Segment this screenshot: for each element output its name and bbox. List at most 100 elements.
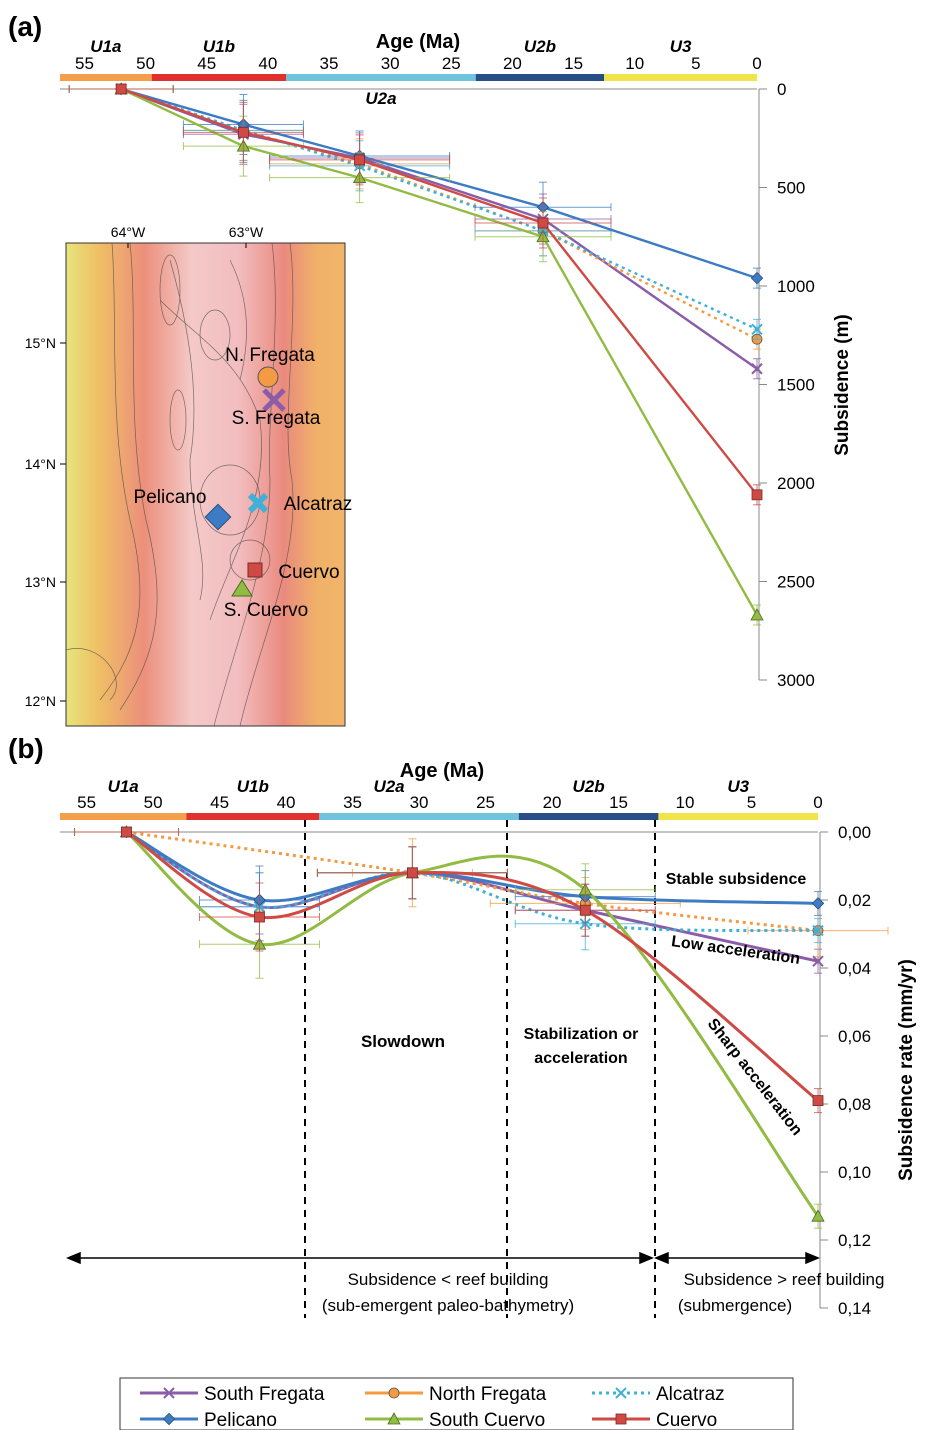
y-tick-label: 2500 — [777, 573, 815, 592]
panel-a-xlabel: Age (Ma) — [376, 31, 460, 53]
series-line — [125, 830, 820, 1218]
data-point — [121, 826, 132, 838]
y-tick-label: 0,06 — [838, 1027, 871, 1046]
unit-label: U1a — [108, 777, 139, 796]
x-tick-label: 30 — [381, 54, 400, 73]
unit-label: U2a — [373, 777, 404, 796]
unit-segment — [186, 813, 320, 820]
x-tick-label: 25 — [476, 793, 495, 812]
panel-b-xlabel: Age (Ma) — [400, 760, 484, 782]
site-s-cuervo-label: S. Cuervo — [224, 600, 308, 621]
x-tick-label: 40 — [277, 793, 296, 812]
data-point — [115, 83, 127, 95]
series-line — [125, 830, 819, 1102]
y-tick-label: 0,00 — [838, 823, 871, 842]
legend-label: Alcatraz — [656, 1384, 725, 1405]
unit-segment — [60, 813, 187, 820]
y-tick-label: 0 — [777, 80, 786, 99]
unit-segment — [604, 74, 757, 81]
map-inset: 64°W 63°W 15°N 14°N 13°N 12°N N. Fregata… — [25, 224, 352, 727]
map-lat-label: 14°N — [25, 456, 56, 472]
series-cuervo — [68, 83, 763, 506]
data-point — [812, 1095, 824, 1106]
unit-label: U1b — [203, 37, 235, 56]
legend-item: North Fregata — [365, 1384, 547, 1405]
unit-segment — [319, 813, 519, 820]
x-tick-label: 40 — [258, 54, 277, 73]
unit-label: U3 — [670, 37, 692, 56]
legend-label: South Fregata — [204, 1384, 325, 1405]
legend-swatch-marker — [162, 1412, 176, 1426]
x-tick-label: 5 — [691, 54, 700, 73]
data-point — [579, 904, 591, 916]
site-pelicano-marker — [204, 503, 232, 531]
y-tick-label: 0,08 — [838, 1095, 871, 1114]
x-tick-label: 10 — [676, 793, 695, 812]
legend-item: Pelicano — [140, 1410, 277, 1430]
data-point — [750, 271, 764, 285]
x-tick-label: 0 — [813, 793, 822, 812]
site-n-fregata-label: N. Fregata — [225, 345, 315, 366]
legend-swatch-marker — [387, 1412, 401, 1425]
legend-item: South Cuervo — [365, 1410, 545, 1430]
legend-label: South Cuervo — [429, 1410, 545, 1430]
site-cuervo-label: Cuervo — [278, 562, 339, 583]
series-line — [120, 87, 758, 331]
y-tick-label: 0,10 — [838, 1163, 871, 1182]
site-cuervo-marker — [247, 562, 263, 578]
series-line — [126, 830, 819, 933]
map-lat-label: 12°N — [25, 693, 56, 709]
x-tick-label: 10 — [625, 54, 644, 73]
panel-b-label: (b) — [8, 733, 44, 764]
x-tick-label: 50 — [136, 54, 155, 73]
annotation-stab-1: Stabilization or — [524, 1026, 639, 1043]
y-tick-label: 500 — [777, 179, 805, 198]
panel-b-series — [73, 825, 889, 1229]
data-point — [537, 217, 549, 229]
site-n-fregata-marker — [257, 366, 279, 388]
site-s-cuervo-marker — [231, 579, 253, 597]
map-lon-label: 63°W — [229, 224, 264, 240]
unit-segment — [518, 813, 659, 820]
legend-swatch-marker — [163, 1387, 175, 1399]
y-tick-label: 1000 — [777, 277, 815, 296]
annotation-stable: Stable subsidence — [666, 871, 807, 888]
panel-b-ylabel: Subsidence rate (mm/yr) — [896, 959, 917, 1181]
data-point — [407, 867, 418, 879]
unit-segment — [286, 74, 476, 81]
data-point — [812, 924, 824, 937]
data-point — [354, 154, 365, 166]
series-line — [125, 830, 819, 905]
annotation-low: Low acceleration — [670, 933, 801, 968]
map-lat-label: 15°N — [25, 335, 56, 351]
data-point — [238, 126, 249, 138]
x-tick-label: 0 — [752, 54, 761, 73]
unit-segment — [60, 74, 152, 81]
x-tick-label: 45 — [197, 54, 216, 73]
legend-swatch-marker — [388, 1387, 400, 1399]
series-alcatraz — [73, 826, 824, 951]
panel-a-ylabel: Subsidence (m) — [832, 314, 853, 455]
annotation-stab-2: acceleration — [534, 1050, 627, 1067]
legend-swatch-marker — [615, 1413, 627, 1425]
data-point — [811, 1209, 825, 1222]
unit-segment — [151, 74, 287, 81]
panel-b-unit-bar: U1a U1b U2a U2b U3 — [60, 777, 818, 820]
site-s-fregata-label: S. Fregata — [232, 408, 321, 429]
x-tick-label: 5 — [747, 793, 756, 812]
legend-item: South Fregata — [140, 1384, 325, 1405]
annotation-right-2: (submergence) — [678, 1296, 792, 1315]
data-point — [751, 363, 763, 375]
y-tick-label: 3000 — [777, 671, 815, 690]
x-tick-label: 30 — [410, 793, 429, 812]
x-tick-label: 55 — [77, 793, 96, 812]
unit-label: U2b — [524, 37, 556, 56]
unit-segment — [475, 74, 605, 81]
y-tick-label: 0,12 — [838, 1231, 871, 1250]
x-tick-label: 35 — [320, 54, 339, 73]
unit-segment — [658, 813, 818, 820]
panel-b-phase-lines — [304, 820, 656, 1318]
y-tick-label: 1500 — [777, 376, 815, 395]
